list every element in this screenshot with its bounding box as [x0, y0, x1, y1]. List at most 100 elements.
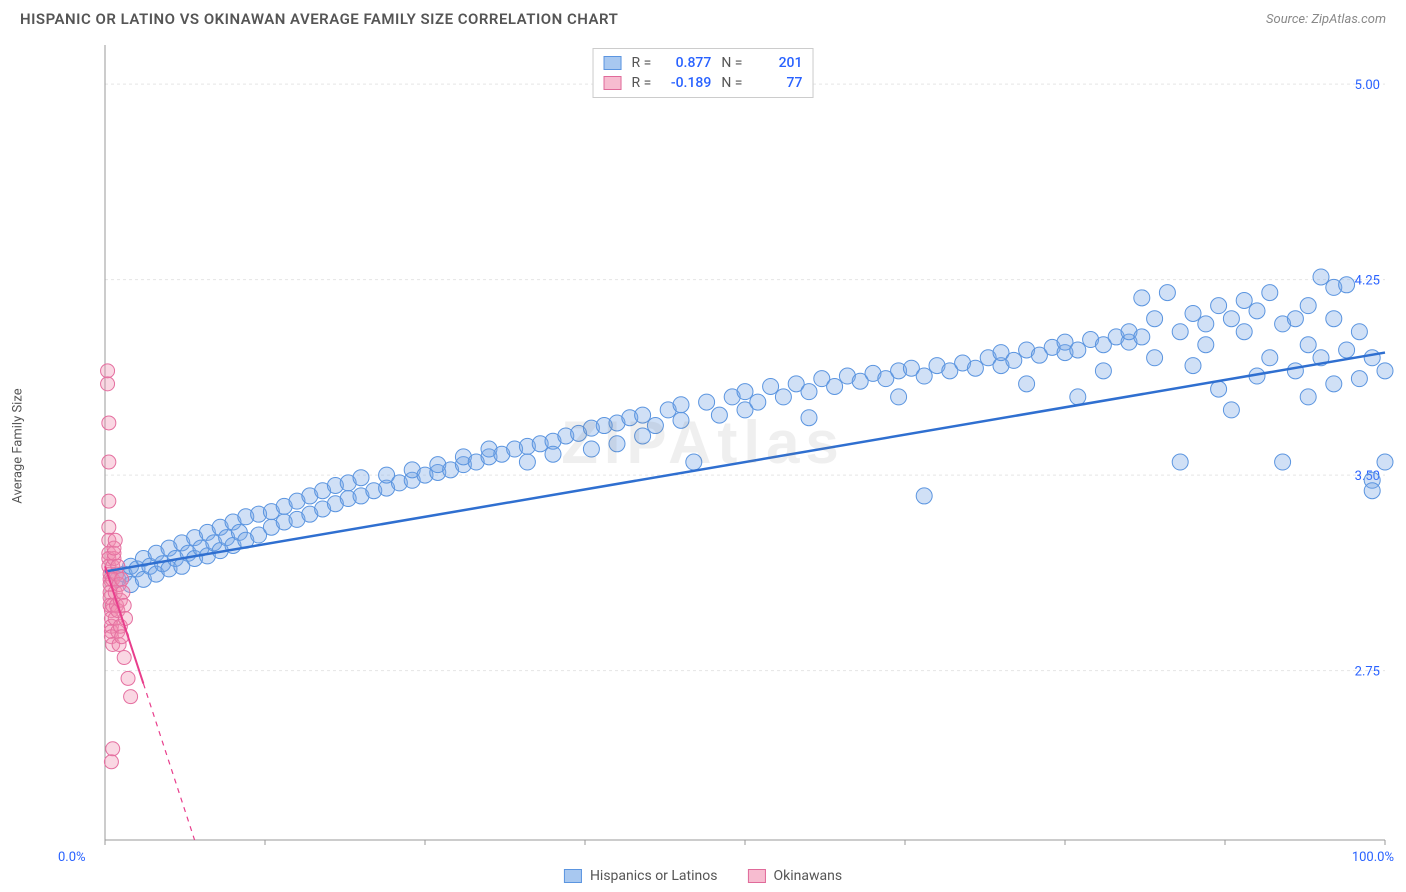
- data-point: [1262, 285, 1278, 301]
- data-point: [102, 494, 116, 508]
- data-point: [673, 397, 689, 413]
- data-point: [1172, 324, 1188, 340]
- data-point: [1172, 454, 1188, 470]
- data-point: [121, 671, 135, 685]
- legend-swatch: [604, 76, 622, 90]
- y-tick-label: 4.25: [1355, 274, 1380, 289]
- data-point: [1185, 358, 1201, 374]
- chart-title: HISPANIC OR LATINO VS OKINAWAN AVERAGE F…: [20, 10, 618, 28]
- n-label: N =: [721, 75, 742, 91]
- x-min-label: 0.0%: [58, 850, 86, 865]
- r-label: R =: [632, 75, 652, 91]
- data-point: [1249, 303, 1265, 319]
- n-value: 201: [752, 55, 802, 71]
- data-point: [1275, 454, 1291, 470]
- chart-area: 2.753.504.255.00: [50, 45, 1396, 847]
- legend-stat-row: R = 0.877 N = 201: [604, 53, 803, 73]
- trend-line-extended: [143, 684, 194, 840]
- r-value: 0.877: [661, 55, 711, 71]
- data-point: [1300, 337, 1316, 353]
- data-point: [1134, 290, 1150, 306]
- data-point: [116, 585, 130, 599]
- legend-item: Hispanics or Latinos: [564, 868, 718, 884]
- data-point: [1313, 269, 1329, 285]
- data-point: [519, 454, 535, 470]
- data-point: [635, 407, 651, 423]
- data-point: [545, 446, 561, 462]
- data-point: [1364, 483, 1380, 499]
- data-point: [115, 572, 129, 586]
- data-point: [117, 651, 131, 665]
- y-tick-label: 5.00: [1355, 78, 1380, 93]
- r-value: -0.189: [661, 75, 711, 91]
- data-point: [609, 436, 625, 452]
- data-point: [101, 377, 115, 391]
- legend-label: Hispanics or Latinos: [590, 868, 718, 884]
- data-point: [104, 755, 118, 769]
- data-point: [1070, 342, 1086, 358]
- data-point: [108, 533, 122, 547]
- data-point: [1364, 350, 1380, 366]
- data-point: [647, 418, 663, 434]
- y-axis-label: Average Family Size: [11, 388, 26, 503]
- data-point: [1147, 311, 1163, 327]
- data-point: [1300, 389, 1316, 405]
- r-label: R =: [632, 55, 652, 71]
- legend-stat-row: R = -0.189 N = 77: [604, 73, 803, 93]
- data-point: [1287, 363, 1303, 379]
- n-label: N =: [721, 55, 742, 71]
- data-point: [801, 410, 817, 426]
- data-point: [1351, 324, 1367, 340]
- legend-swatch: [564, 869, 582, 883]
- data-point: [1019, 376, 1035, 392]
- data-point: [827, 378, 843, 394]
- data-point: [750, 394, 766, 410]
- data-point: [1339, 277, 1355, 293]
- data-point: [1070, 389, 1086, 405]
- legend-stats: R = 0.877 N = 201 R = -0.189 N = 77: [593, 48, 814, 98]
- data-point: [801, 384, 817, 400]
- data-point: [1377, 454, 1393, 470]
- data-point: [1134, 329, 1150, 345]
- data-point: [916, 368, 932, 384]
- legend-item: Okinawans: [747, 868, 842, 884]
- data-point: [1326, 311, 1342, 327]
- source-attribution: Source: ZipAtlas.com: [1266, 12, 1386, 27]
- data-point: [1223, 311, 1239, 327]
- data-point: [711, 407, 727, 423]
- data-point: [1287, 311, 1303, 327]
- data-point: [1236, 292, 1252, 308]
- y-tick-label: 2.75: [1355, 665, 1380, 680]
- data-point: [1159, 285, 1175, 301]
- data-point: [1223, 402, 1239, 418]
- legend-swatch: [604, 56, 622, 70]
- data-point: [124, 690, 138, 704]
- data-point: [1006, 352, 1022, 368]
- data-point: [1198, 337, 1214, 353]
- legend-label: Okinawans: [773, 868, 842, 884]
- data-point: [1326, 376, 1342, 392]
- data-point: [891, 389, 907, 405]
- data-point: [1211, 381, 1227, 397]
- data-point: [775, 389, 791, 405]
- data-point: [1262, 350, 1278, 366]
- data-point: [763, 378, 779, 394]
- data-point: [1300, 298, 1316, 314]
- data-point: [101, 364, 115, 378]
- data-point: [102, 416, 116, 430]
- data-point: [1198, 316, 1214, 332]
- data-point: [699, 394, 715, 410]
- legend-swatch: [747, 869, 765, 883]
- data-point: [1377, 363, 1393, 379]
- data-point: [737, 384, 753, 400]
- data-point: [353, 470, 369, 486]
- data-point: [583, 441, 599, 457]
- data-point: [1351, 371, 1367, 387]
- n-value: 77: [752, 75, 802, 91]
- legend-series: Hispanics or Latinos Okinawans: [564, 868, 842, 884]
- data-point: [673, 412, 689, 428]
- x-max-label: 100.0%: [1352, 850, 1394, 865]
- data-point: [1185, 305, 1201, 321]
- data-point: [1095, 363, 1111, 379]
- data-point: [635, 428, 651, 444]
